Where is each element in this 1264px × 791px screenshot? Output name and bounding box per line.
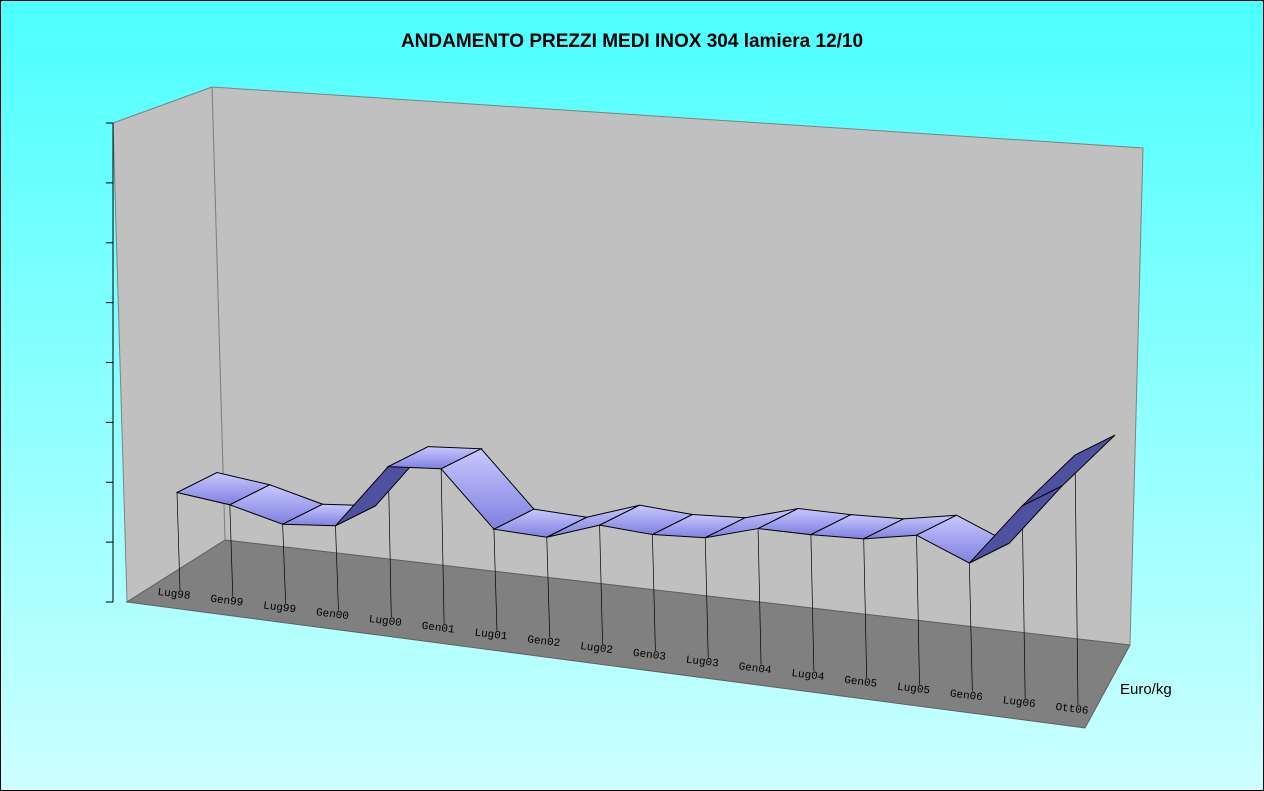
drop-line [757,528,762,665]
side-wall [112,86,226,603]
drop-line [652,534,656,651]
x-tick-label: Lug04 [791,668,826,684]
x-tick-label: Gen04 [738,661,773,677]
x-tick-label: Gen05 [843,675,877,691]
x-tick-label: Lug00 [368,614,402,630]
drop-line [704,537,709,658]
drop-line [282,524,286,604]
drop-line [810,534,815,672]
x-tick-label: Lug03 [685,655,719,671]
x-tick-label: Lug06 [1002,695,1036,711]
x-tick-label: Ott06 [1055,702,1089,718]
x-tick-label: Gen01 [421,621,456,637]
x-tick-label: Gen06 [949,688,983,704]
x-tick-label: Lug01 [474,628,509,644]
x-tick-label: Gen99 [210,594,244,610]
drop-line [599,525,603,645]
drop-line [493,529,498,631]
drop-line [229,504,234,597]
x-tick-label: Lug02 [579,641,613,657]
x-tick-label: Gen03 [632,648,666,664]
floor [125,539,1131,729]
drop-line [387,466,392,618]
drop-line [916,535,920,685]
x-tick-label: Gen02 [527,634,561,650]
chart-title: ANDAMENTO PREZZI MEDI INOX 304 lamiera 1… [401,31,863,52]
ribbon-segment [1021,434,1116,507]
drop-line [1074,455,1079,706]
x-tick-label: Gen00 [315,607,349,623]
drop-line [1021,505,1026,699]
legend-label: Euro/kg [1120,681,1172,698]
x-tick-label: Lug98 [157,587,191,603]
drop-line [335,525,339,611]
plot: Lug98 Gen99 Lug99 Gen00 Lug00 Gen01 Lug01 Gen02… [106,122,1172,718]
drop-line [546,537,551,638]
drop-line [440,468,445,624]
x-tick-label: Lug05 [896,682,930,698]
drop-line [969,563,973,692]
x-tick-label: Lug99 [262,600,296,616]
drop-line [176,492,181,591]
drop-line [863,538,868,678]
